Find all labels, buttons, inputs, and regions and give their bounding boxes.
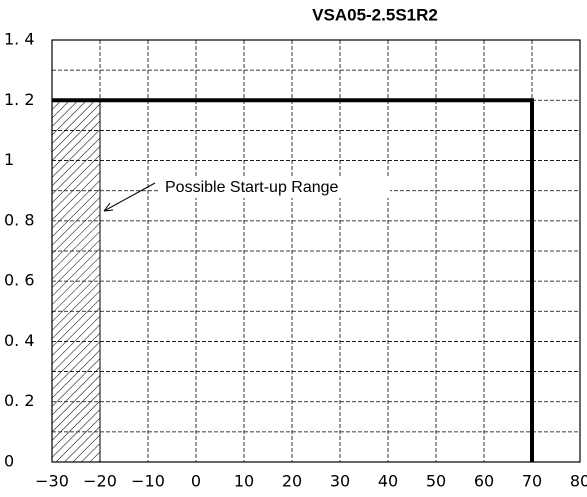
x-tick-label: 80 [570, 472, 587, 491]
chart-title: VSA05-2.5S1R2 [312, 5, 438, 24]
x-tick-label: 60 [474, 472, 494, 491]
x-tick-label: −20 [83, 472, 117, 491]
x-tick-label: 40 [378, 472, 398, 491]
x-tick-label: 0 [191, 472, 201, 491]
x-tick-label: 30 [330, 472, 350, 491]
y-tick-label: 0. 4 [4, 331, 35, 350]
y-tick-label: 1. 4 [4, 30, 35, 49]
x-tick-label: 50 [426, 472, 446, 491]
x-tick-label: 20 [282, 472, 302, 491]
y-tick-label: 0. 8 [4, 210, 35, 229]
y-tick-label: 0. 6 [4, 271, 35, 290]
y-tick-label: 1. 2 [4, 90, 35, 109]
start-up-region [51, 99, 101, 463]
x-tick-label: −10 [131, 472, 165, 491]
x-tick-label: −30 [35, 472, 69, 491]
annotation: Possible Start-up Range [165, 179, 339, 196]
x-tick-label: 70 [522, 472, 542, 491]
plot-frame [51, 39, 581, 463]
arrow-head [103, 202, 114, 212]
annotation-bg [160, 176, 390, 198]
y-tick-label: 0 [4, 452, 14, 471]
grid [51, 39, 581, 463]
derating-line [52, 98, 534, 462]
y-tick-label: 1 [4, 150, 14, 169]
x-tick-label: 10 [234, 472, 254, 491]
annotation-arrow [103, 182, 156, 212]
y-tick-label: 0. 2 [4, 391, 35, 410]
